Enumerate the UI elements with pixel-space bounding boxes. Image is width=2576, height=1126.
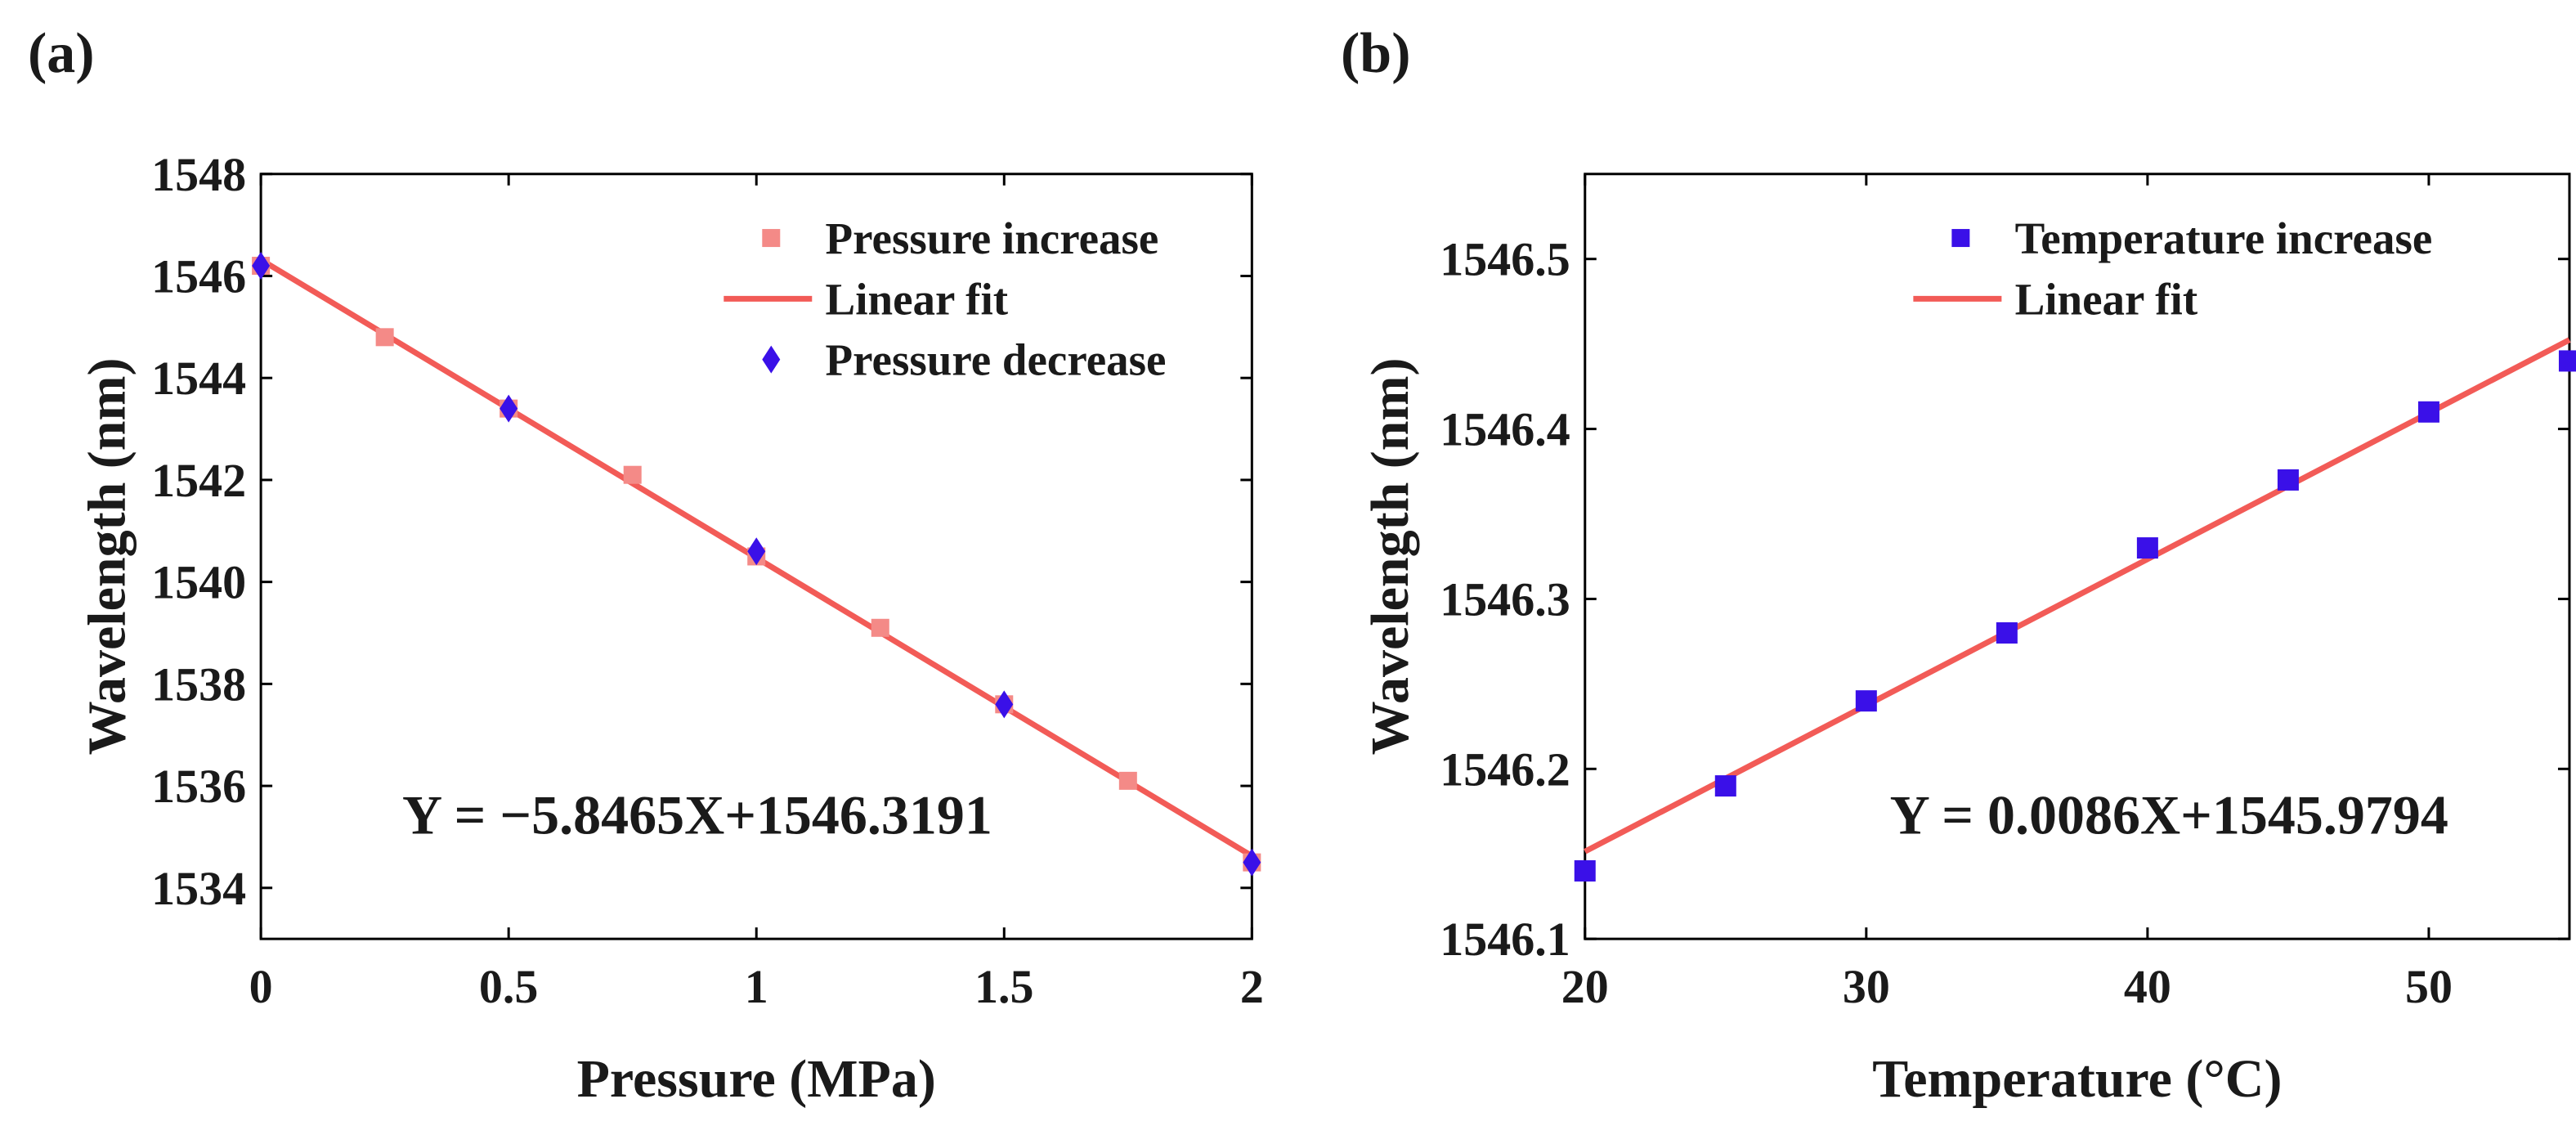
data-point-square <box>1996 622 2018 644</box>
data-point-square <box>2136 537 2158 559</box>
data-point-square <box>375 328 394 347</box>
y-tick-label: 1546.5 <box>1440 233 1570 286</box>
x-tick-label: 20 <box>1561 960 1609 1013</box>
x-tick-label: 0 <box>249 960 273 1013</box>
y-tick-label: 1534 <box>151 862 246 915</box>
y-tick-label: 1546 <box>151 249 246 303</box>
y-tick-label: 1546.2 <box>1440 742 1570 796</box>
panel-a-chart: 1534 1536 1538 1540 1542 1544 1546 1548 0 0.5 1 1.5… <box>78 148 1264 1109</box>
y-tick-label: 1540 <box>151 556 246 609</box>
legend-label: Linear fit <box>826 274 1009 324</box>
data-point-square <box>1714 775 1736 797</box>
y-tick-label: 1548 <box>151 148 246 201</box>
panel-b-label: (b) <box>1341 22 1411 85</box>
data-point-square <box>1574 860 1596 882</box>
x-tick-label: 1 <box>745 960 768 1013</box>
panel-b-chart: 1546.1 1546.2 1546.3 1546.4 1546.5 20 30 40 50 Wa… <box>1360 173 2576 1109</box>
y-axis-label: Wavelength (nm) <box>78 358 137 756</box>
y-tick-label: 1546.1 <box>1440 913 1570 966</box>
fit-equation: Y = 0.0086X+1545.9794 <box>1890 784 2448 846</box>
data-point-diamond <box>747 537 766 566</box>
y-tick-label: 1546.3 <box>1440 572 1570 626</box>
x-tick-label: 50 <box>2405 960 2453 1013</box>
legend-label: Linear fit <box>2015 274 2198 324</box>
legend-marker-diamond <box>762 345 781 374</box>
data-point-diamond <box>1243 848 1261 877</box>
x-tick-label: 0.5 <box>479 960 539 1013</box>
legend-label: Temperature increase <box>2015 213 2433 263</box>
data-point-square <box>623 465 642 484</box>
panel-a-label: (a) <box>28 22 95 85</box>
data-point-square <box>2558 350 2576 372</box>
y-tick-label: 1538 <box>151 657 246 711</box>
data-point-square <box>871 618 889 637</box>
plot-frame <box>1584 173 2571 940</box>
data-point-diamond <box>995 690 1014 719</box>
x-tick-label: 40 <box>2124 960 2171 1013</box>
legend-label: Pressure decrease <box>826 335 1167 385</box>
y-axis-label: Wavelength (nm) <box>1360 358 1420 756</box>
x-tick-label: 1.5 <box>974 960 1034 1013</box>
x-tick-label: 2 <box>1240 960 1264 1013</box>
data-point-square <box>1118 771 1137 790</box>
data-point-square <box>2277 469 2299 491</box>
fit-equation: Y = −5.8465X+1546.3191 <box>402 784 992 846</box>
data-point-square <box>2417 401 2439 423</box>
y-tick-label: 1546.4 <box>1440 403 1570 456</box>
y-tick-label: 1544 <box>151 352 246 405</box>
x-axis-label: Pressure (MPa) <box>577 1049 936 1109</box>
data-point-diamond <box>252 252 271 280</box>
y-tick-label: 1542 <box>151 454 246 507</box>
data-point-square <box>1855 690 1877 712</box>
x-tick-label: 30 <box>1843 960 1890 1013</box>
legend-label: Pressure increase <box>826 213 1159 263</box>
y-tick-label: 1536 <box>151 760 246 813</box>
x-axis-label: Temperature (°C) <box>1872 1049 2282 1109</box>
legend-marker-square <box>762 229 781 248</box>
fit-line <box>1584 337 2571 855</box>
data-point-diamond <box>500 394 518 423</box>
legend-marker-square <box>1951 229 1970 248</box>
